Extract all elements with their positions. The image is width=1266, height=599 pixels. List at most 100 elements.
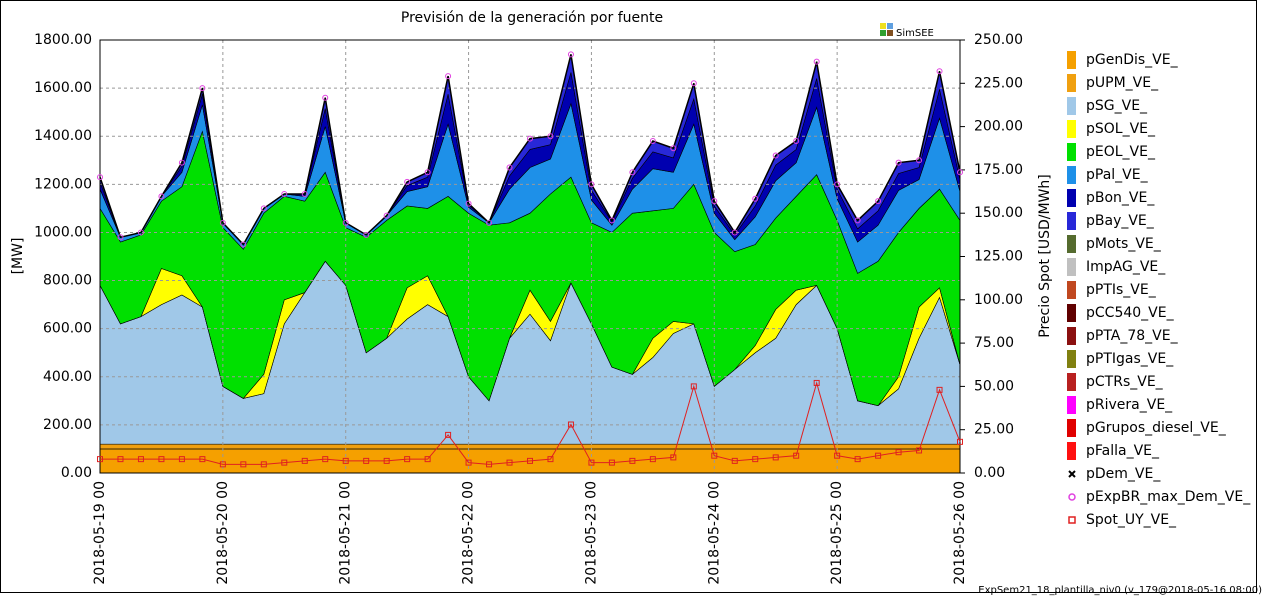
legend-label: pDem_VE_ [1086,466,1161,482]
legend-swatch [1067,419,1076,437]
y2-tick-label: 25.00 [974,422,1014,438]
marker [281,190,288,197]
marker [117,234,124,241]
marker [916,157,923,164]
marker [506,459,513,466]
marker [547,133,554,140]
marker [711,198,718,205]
marker [547,456,554,463]
marker [281,459,288,466]
y-tick-label: 0.00 [61,465,92,481]
marker [240,241,247,248]
legend-label: pMots_VE_ [1086,236,1162,252]
marker [875,452,882,459]
marker [567,421,574,428]
marker [97,174,103,181]
marker [301,457,308,464]
x-tick-label: 2018-05-24 00 [706,481,722,585]
x-tick-label: 2018-05-26 00 [952,481,968,585]
plot-frame [99,39,961,474]
y2-tick-label: 75.00 [974,335,1014,351]
x-tick-label: 2018-05-25 00 [829,481,845,585]
y2-tick-label: 150.00 [974,205,1023,221]
marker [670,145,677,152]
marker [649,138,656,145]
marker [97,456,103,463]
marker [711,452,718,459]
legend-label: pRivera_VE_ [1086,397,1173,413]
y-tick-label: 400.00 [43,369,92,385]
legend-label: ImpAG_VE_ [1086,259,1166,275]
legend-label: pPTIs_VE_ [1086,282,1157,298]
legend-swatch [1068,470,1076,478]
marker [486,461,493,468]
legend-swatch [1067,143,1076,161]
marker [527,457,533,464]
marker [916,447,923,454]
marker [404,178,411,185]
marker [158,193,165,200]
y-tick-label: 1400.00 [34,128,92,144]
marker [445,73,452,80]
y-tick-label: 1200.00 [34,176,92,192]
y-tick-label: 1000.00 [34,224,92,240]
legend-label: pBon_VE_ [1086,190,1155,206]
legend-swatch [1067,373,1076,391]
x-tick-label: 2018-05-22 00 [461,481,477,585]
marker [895,159,902,166]
x-tick-label: 2018-05-20 00 [215,481,231,585]
marker [322,94,329,101]
marker [240,461,247,468]
y-axis-label: [MW] [10,238,26,275]
legend-label: pCTRs_VE_ [1086,374,1164,390]
legend-swatch [1067,304,1076,322]
marker [342,457,349,464]
legend-label: pGrupos_diesel_VE_ [1086,420,1227,436]
marker [690,80,697,87]
footer-note: ExpSem21_18_plantilla_niv0 (v_179@2018-0… [978,585,1262,596]
marker [404,456,411,463]
legend-label: pExpBR_max_Dem_VE_ [1086,489,1251,505]
legend-swatch [1067,235,1076,253]
series-line [100,381,961,465]
legend-swatch [1067,51,1076,69]
marker [178,456,185,463]
marker [772,152,779,159]
marker [445,431,452,438]
marker [260,461,267,468]
marker [567,51,574,58]
marker [588,181,595,188]
area [99,443,961,450]
legend-label: pSOL_VE_ [1086,121,1156,137]
logo-icon [887,23,893,29]
marker [629,169,636,176]
marker [199,85,206,92]
marker [752,456,759,463]
marker [813,379,820,386]
logo-icon [887,30,893,36]
marker [178,159,185,166]
marker [424,456,431,463]
marker [260,205,267,212]
legend-swatch [1068,516,1076,524]
marker [957,169,963,176]
legend-label: pPTIgas_VE_ [1086,351,1174,367]
y-tick-label: 800.00 [43,273,92,289]
marker [424,169,431,176]
marker [158,456,165,463]
marker [834,452,841,459]
x-tick-label: 2018-05-19 00 [92,481,108,585]
marker [608,217,615,224]
marker [895,449,902,456]
marker [854,456,861,463]
marker [465,200,472,207]
legend-label: pPal_VE_ [1086,167,1149,183]
marker [383,457,390,464]
legend-label: pFalla_VE_ [1086,443,1160,459]
marker [506,164,513,171]
marker [137,229,144,236]
legend-label: pCC540_VE_ [1086,305,1175,321]
marker [670,454,677,461]
marker [219,219,226,226]
